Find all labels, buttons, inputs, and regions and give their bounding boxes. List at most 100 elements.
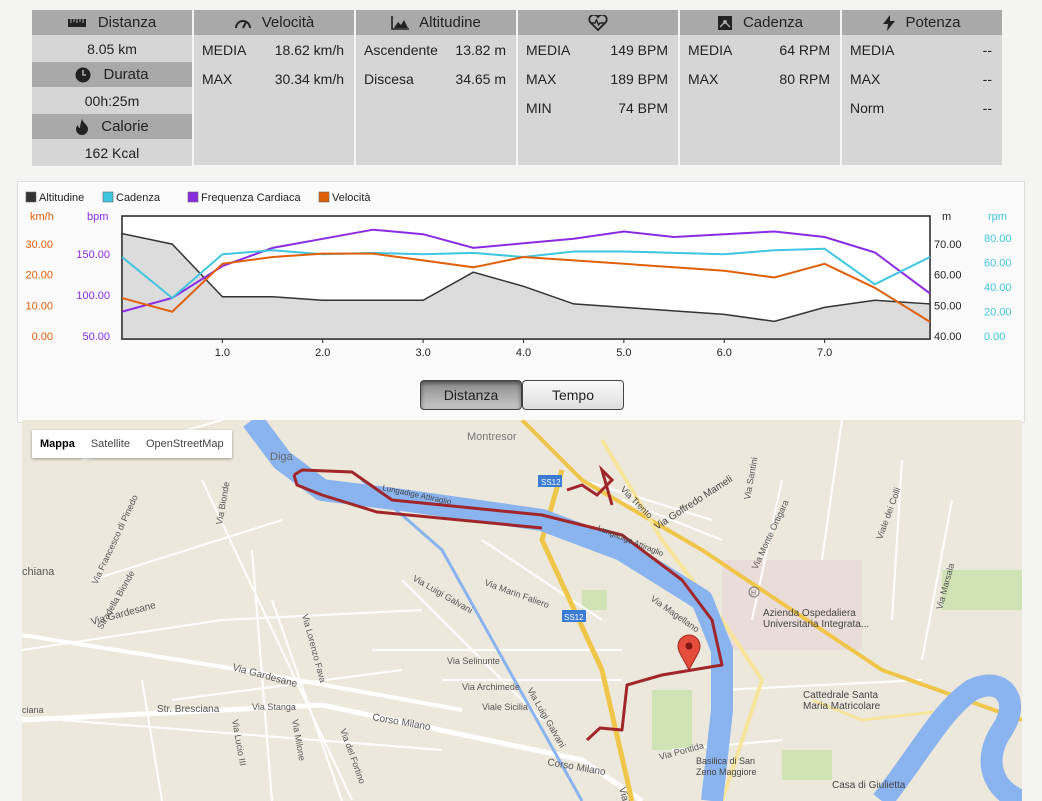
chart-legend[interactable]: Altitudine Cadenza Frequenza Cardiaca Veloc… <box>25 191 371 204</box>
speed-label: Velocità <box>261 14 315 31</box>
map-label: Via Selinunte <box>447 656 500 666</box>
unit-m: m <box>942 211 951 223</box>
map-label: Viale Sicilia <box>482 702 528 712</box>
unit-kmh: km/h <box>30 211 54 223</box>
cadence-column: Cadenza MEDIA 64 RPM MAX 80 RPM <box>680 10 840 165</box>
cadence-label: Cadenza <box>742 14 804 31</box>
stat-value: 149 BPM <box>610 41 668 58</box>
heart-column: MEDIA 149 BPM MAX 189 BPM MIN 74 BPM <box>518 10 678 165</box>
map-type-osm[interactable]: OpenStreetMap <box>145 438 224 450</box>
ruler-icon <box>67 18 86 27</box>
x-tick-label: 7.0 <box>817 347 832 359</box>
stat-key: MEDIA <box>688 41 733 58</box>
distance-header: Distanza <box>32 10 192 35</box>
xaxis-toggle: Distanza Tempo <box>420 380 624 410</box>
legend-item[interactable]: Frequenza Cardiaca <box>201 192 302 204</box>
power-max-row: MAX -- <box>842 64 1002 93</box>
power-avg-row: MEDIA -- <box>842 35 1002 64</box>
summary-column: Distanza 8.05 km Durata 00h:25m Calorie … <box>32 10 192 166</box>
hr-avg-row: MEDIA 149 BPM <box>518 35 678 64</box>
y-tick-label: 60.00 <box>934 270 962 282</box>
stat-key: Norm <box>850 99 885 116</box>
map-label: Via Santini <box>742 456 759 500</box>
map-label: Via Marin Faliero <box>483 577 550 610</box>
location-marker-icon[interactable] <box>677 634 701 672</box>
speed-header: Velocità <box>194 10 354 35</box>
stat-value: 18.62 km/h <box>274 41 344 58</box>
stat-value: -- <box>982 41 992 58</box>
legend-item[interactable]: Cadenza <box>116 192 161 204</box>
y-tick-label: 100.00 <box>76 290 110 302</box>
y-tick-label: 50.00 <box>82 331 110 343</box>
power-label: Potenza <box>905 14 961 31</box>
stat-value: 189 BPM <box>610 70 668 87</box>
stat-value: 34.65 m <box>455 70 506 87</box>
duration-header: Durata <box>32 62 192 87</box>
map-label: Str. Bresciana <box>157 704 220 715</box>
stats-panel: Distanza 8.05 km Durata 00h:25m Calorie … <box>32 10 1002 166</box>
map-label: Cattedrale Santa <box>803 690 878 701</box>
heart-rate-icon <box>588 14 608 31</box>
map-type-satellite[interactable]: Satellite <box>90 438 130 450</box>
legend-item[interactable]: Velocità <box>332 192 371 204</box>
stat-key: MAX <box>526 70 557 87</box>
route-line <box>566 464 615 506</box>
river <box>243 420 733 801</box>
y-tick-label: 150.00 <box>76 249 110 261</box>
map-label: Via Monte Ortigara <box>750 498 791 571</box>
road-shield <box>538 475 562 487</box>
ascent-row: Ascendente 13.82 m <box>356 35 516 64</box>
park-area <box>782 750 832 780</box>
y-tick-label: 60.00 <box>984 258 1012 270</box>
stat-value: 74 BPM <box>618 99 668 116</box>
x-tick-label: 2.0 <box>315 347 330 359</box>
cadence-icon <box>717 15 732 30</box>
map-label: Via Bionde <box>214 481 231 525</box>
time-button[interactable]: Tempo <box>522 380 624 410</box>
hr-max-row: MAX 189 BPM <box>518 64 678 93</box>
stat-key: Discesa <box>364 70 414 87</box>
x-tick-label: 1.0 <box>215 347 230 359</box>
map-label: Diga <box>270 451 294 463</box>
duration-value: 00h:25m <box>32 87 192 114</box>
speed-max-row: MAX 30.34 km/h <box>194 64 354 93</box>
route-line <box>292 474 543 530</box>
series-altitude <box>121 232 931 340</box>
altitude-header: Altitudine <box>356 10 516 35</box>
map-label: Basilica di San <box>696 756 755 766</box>
map-label: Via del Fortino <box>338 727 367 785</box>
y-tick-label: 40.00 <box>984 282 1012 294</box>
power-column: Potenza MEDIA -- MAX -- Norm -- <box>842 10 1002 165</box>
chart-svg[interactable]: Altitudine Cadenza Frequenza Cardiaca Veloc… <box>18 182 1024 422</box>
distance-label: Distanza <box>97 14 157 31</box>
speedometer-icon <box>234 19 251 28</box>
altitude-label: Altitudine <box>419 14 481 31</box>
stat-value: 30.34 km/h <box>274 70 344 87</box>
calories-header: Calorie <box>32 114 192 139</box>
map-type-map[interactable]: Mappa <box>40 438 75 450</box>
chart-series <box>121 228 931 340</box>
map-label: Viale <box>616 786 632 801</box>
fire-icon <box>76 118 89 135</box>
y-tick-label: 10.00 <box>25 300 53 312</box>
distance-value: 8.05 km <box>32 35 192 62</box>
map-label: Via Lucio III <box>230 719 248 767</box>
cadence-avg-row: MEDIA 64 RPM <box>680 35 840 64</box>
park-area <box>582 590 607 610</box>
mountain-chart-icon <box>391 15 410 30</box>
altitude-column: Altitudine Ascendente 13.82 m Discesa 34.6… <box>356 10 516 165</box>
legend-item[interactable]: Altitudine <box>39 192 84 204</box>
route-line <box>293 468 724 742</box>
map-label: Universitaria Integrata... <box>763 619 869 630</box>
descent-row: Discesa 34.65 m <box>356 64 516 93</box>
x-tick-label: 3.0 <box>415 347 430 359</box>
calories-value: 162 Kcal <box>32 139 192 166</box>
route-map[interactable]: H Montresor Diga Lungadige Attiraglio Lunga… <box>22 420 1022 801</box>
calories-label: Calorie <box>101 118 149 135</box>
map-label: Maria Matricolare <box>803 701 881 712</box>
y-tick-label: 0.00 <box>32 331 53 343</box>
distance-button[interactable]: Distanza <box>420 380 522 410</box>
stat-value: -- <box>982 70 992 87</box>
stat-key: Ascendente <box>364 41 438 58</box>
